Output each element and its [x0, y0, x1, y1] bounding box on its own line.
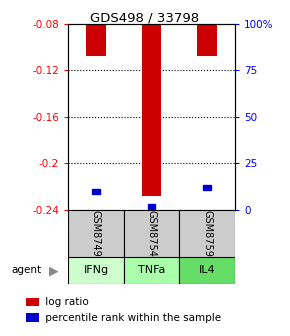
Bar — [124, 257, 179, 284]
Text: GSM8759: GSM8759 — [202, 210, 212, 257]
Text: GSM8749: GSM8749 — [91, 210, 101, 257]
Bar — [148, 204, 155, 209]
Bar — [179, 257, 235, 284]
Bar — [124, 210, 179, 257]
Text: log ratio: log ratio — [42, 297, 89, 307]
Bar — [179, 210, 235, 257]
Text: ▶: ▶ — [49, 264, 59, 277]
Text: TNFa: TNFa — [138, 265, 165, 276]
Bar — [204, 185, 211, 190]
Text: IL4: IL4 — [199, 265, 215, 276]
Bar — [197, 24, 217, 56]
Bar — [142, 24, 161, 196]
Bar — [86, 24, 106, 56]
Text: GDS498 / 33798: GDS498 / 33798 — [90, 12, 200, 25]
Text: percentile rank within the sample: percentile rank within the sample — [42, 312, 221, 323]
Bar — [92, 189, 99, 194]
Text: GSM8754: GSM8754 — [146, 210, 157, 257]
Text: IFNg: IFNg — [84, 265, 108, 276]
Bar — [68, 257, 124, 284]
Bar — [68, 210, 124, 257]
Text: agent: agent — [12, 265, 42, 276]
